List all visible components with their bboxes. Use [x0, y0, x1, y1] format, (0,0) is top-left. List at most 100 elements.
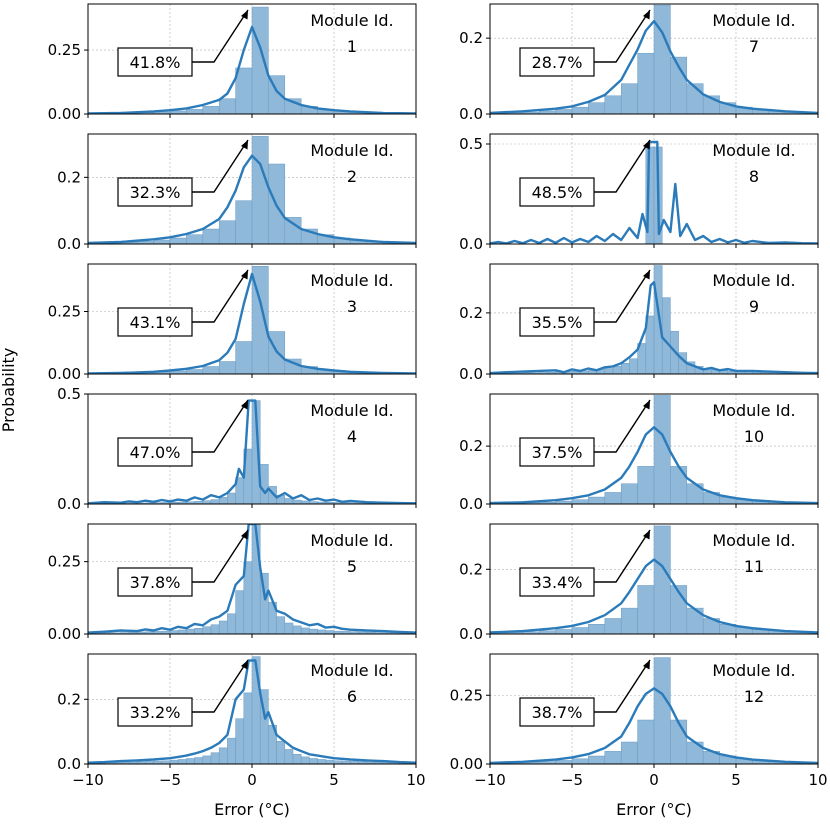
histogram-bar [555, 629, 573, 634]
panel-module-7: 0.0 0.2 Module Id. 7 28.7% [459, 3, 819, 123]
histogram-bar [292, 754, 302, 764]
percent-label: 47.0% [130, 443, 181, 462]
histogram-bar [588, 624, 606, 634]
histogram-bar [227, 492, 236, 504]
panel-module-4: 0.0 0.5 Module Id. 4 47.0% [57, 385, 417, 513]
x-tick-label: −10 [474, 771, 506, 789]
module-legend-title: Module Id. [310, 11, 393, 30]
histogram-bar [620, 607, 638, 634]
panel-module-2: 0.0 0.2 Module Id. 2 32.3% [57, 133, 417, 253]
percent-box [519, 567, 595, 597]
density-curve [88, 272, 416, 374]
density-curve [490, 558, 818, 634]
histogram-bar [169, 759, 179, 764]
histogram-bar [653, 265, 663, 374]
histogram-bar [251, 136, 269, 244]
histogram-bar [670, 719, 688, 764]
annotation-arrow [192, 529, 249, 583]
y-tick-label: 0.25 [48, 303, 81, 321]
histogram-bar [620, 83, 638, 114]
y-tick-label: 0.00 [48, 105, 81, 123]
histogram-bar [276, 741, 286, 764]
histogram-bar [169, 237, 187, 244]
y-tick-label: 0.2 [459, 560, 483, 578]
density-curve [88, 524, 416, 634]
x-tick-label: 5 [329, 771, 339, 789]
percent-label: 33.4% [532, 573, 583, 592]
annotation-arrowhead [241, 400, 248, 410]
histogram-bar [670, 466, 688, 504]
percent-box [117, 47, 193, 77]
module-id-label: 11 [744, 557, 764, 576]
y-tick-label: 0.00 [48, 365, 81, 383]
x-tick-label: −10 [72, 771, 104, 789]
annotation-arrowhead [643, 140, 650, 150]
panel-module-9: 0.0 0.2 Module Id. 9 35.5% [459, 263, 819, 383]
y-tick-label: 0.00 [450, 755, 483, 773]
histogram-bar [218, 98, 236, 114]
histogram-bar [235, 718, 245, 764]
histogram-bar [153, 239, 171, 244]
histogram-bar [284, 217, 302, 244]
module-id-label: 8 [749, 167, 759, 186]
histogram-bar [218, 747, 228, 764]
panel-module-1: 0.00 0.25 Module Id. 1 41.8% [48, 3, 417, 123]
annotation-arrow [594, 399, 651, 453]
x-tick-label: 0 [649, 771, 659, 789]
histogram-bar [186, 369, 204, 374]
percent-label: 35.5% [532, 313, 583, 332]
histogram-bar [218, 620, 228, 634]
module-legend-title: Module Id. [310, 271, 393, 290]
percent-box [117, 437, 193, 467]
histogram-bar [604, 618, 622, 634]
panel-module-12: 0.00 0.25 −10 −5 0 5 10 Module Id. 12 38.7% [450, 653, 828, 789]
x-tick-label: 10 [808, 771, 827, 789]
module-legend-title: Module Id. [712, 531, 795, 550]
percent-label: 32.3% [130, 183, 181, 202]
histogram-bar [235, 200, 253, 244]
histogram-bar [309, 628, 318, 634]
density-curve [490, 687, 818, 764]
histogram-bar [227, 737, 236, 764]
module-id-label: 9 [749, 297, 759, 316]
histogram-bar [218, 220, 236, 244]
module-legend-title: Module Id. [712, 401, 795, 420]
histogram-bar [300, 627, 310, 634]
y-tick-label: 0.2 [57, 690, 81, 708]
x-axis-label-left: Error (°C) [214, 800, 290, 819]
percent-label: 28.7% [532, 53, 583, 72]
y-tick-label: 0.5 [57, 385, 81, 403]
module-id-label: 5 [347, 557, 357, 576]
histogram-bar [177, 629, 187, 634]
percent-label: 37.8% [130, 573, 181, 592]
density-curve [490, 19, 818, 114]
histogram-bar [202, 626, 212, 634]
histogram-bar [637, 719, 655, 764]
histogram-bar [620, 363, 630, 374]
percent-label: 33.2% [130, 703, 181, 722]
annotation-arrow [594, 139, 651, 193]
annotation-arrow [192, 139, 249, 193]
y-tick-label: 0.00 [48, 625, 81, 643]
y-tick-label: 0.0 [459, 625, 483, 643]
percent-label: 41.8% [130, 53, 181, 72]
y-tick-label: 0.2 [459, 29, 483, 47]
annotation-arrowhead [241, 530, 248, 540]
percent-box [519, 307, 595, 337]
annotation-arrowhead [643, 530, 650, 540]
percent-box [117, 177, 193, 207]
histogram-bar [637, 466, 655, 504]
x-tick-label: 0 [247, 771, 257, 789]
annotation-arrowhead [241, 10, 248, 20]
histogram-bar [177, 759, 187, 764]
histogram-bar [637, 585, 655, 634]
annotation-arrowhead [241, 270, 248, 280]
percent-box [519, 437, 595, 467]
histogram-bar [653, 525, 671, 634]
percent-box [519, 47, 595, 77]
density-curve [88, 25, 416, 114]
percent-box [117, 697, 193, 727]
y-tick-label: 0.25 [450, 686, 483, 704]
module-legend-title: Module Id. [310, 141, 393, 160]
histogram-bar [588, 755, 606, 764]
